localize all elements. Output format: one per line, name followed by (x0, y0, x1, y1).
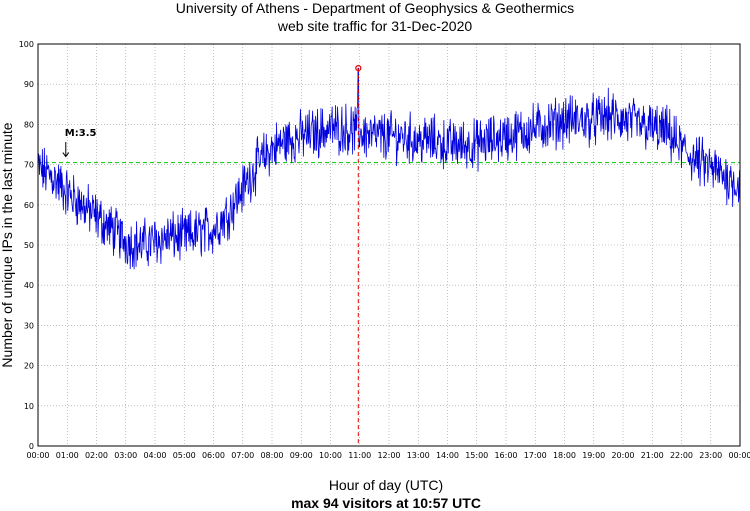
y-tick-label: 20 (24, 362, 34, 371)
y-tick-label: 40 (24, 281, 34, 290)
chart-title-line1: University of Athens - Department of Geo… (176, 0, 574, 16)
plot-frame (37, 43, 741, 447)
y-axis-label: Number of unique IPs in the last minute (0, 122, 15, 367)
x-tick-label: 23:00 (699, 451, 722, 460)
annotation-arrow-head (62, 152, 70, 158)
x-tick-label: 00:00 (26, 451, 49, 460)
y-tick-label: 30 (24, 321, 34, 330)
x-tick-label: 13:00 (407, 451, 430, 460)
x-tick-label: 19:00 (582, 451, 605, 460)
y-tick-label: 0 (29, 442, 34, 451)
footer-max-visitors: max 94 visitors at 10:57 UTC (291, 495, 481, 511)
annotation-label: M:3.5 (65, 128, 97, 139)
max-marker-dot (355, 65, 362, 72)
y-tick-label: 10 (24, 402, 34, 411)
x-tick-label: 18:00 (553, 451, 576, 460)
x-tick-label: 21:00 (641, 451, 664, 460)
x-tick-label: 02:00 (85, 451, 108, 460)
y-tick-label: 80 (24, 120, 34, 129)
chart-title-line2: web site traffic for 31-Dec-2020 (277, 18, 472, 34)
x-tick-label: 17:00 (524, 451, 547, 460)
y-tick-label: 60 (24, 201, 34, 210)
x-axis-label: Hour of day (UTC) (329, 477, 443, 493)
x-tick-label: 05:00 (173, 451, 196, 460)
x-tick-label: 04:00 (143, 451, 166, 460)
x-tick-label: 16:00 (494, 451, 517, 460)
x-axis-ticks: 00:00 01:00 02:00 03:00 04:00 05:00 06:00 07:00… (26, 451, 750, 460)
x-tick-label: 01:00 (56, 451, 79, 460)
x-tick-label: 07:00 (231, 451, 254, 460)
x-tick-label: 09:00 (290, 451, 313, 460)
x-tick-label: 00:00 (728, 451, 750, 460)
y-tick-label: 70 (24, 161, 34, 170)
y-tick-label: 50 (24, 241, 34, 250)
x-tick-label: 06:00 (202, 451, 225, 460)
x-tick-label: 03:00 (114, 451, 137, 460)
x-tick-label: 14:00 (436, 451, 459, 460)
x-tick-label: 10:00 (319, 451, 342, 460)
x-tick-label: 11:00 (348, 451, 371, 460)
y-tick-label: 90 (24, 80, 34, 89)
y-tick-label: 100 (19, 40, 34, 49)
x-tick-label: 12:00 (377, 451, 400, 460)
x-tick-label: 22:00 (670, 451, 693, 460)
series-line-visitors (37, 67, 741, 270)
x-tick-label: 15:00 (465, 451, 488, 460)
x-tick-label: 20:00 (611, 451, 634, 460)
y-axis-ticks: 0 10 20 30 40 50 60 70 80 90 100 (19, 40, 34, 451)
x-tick-label: 08:00 (260, 451, 283, 460)
